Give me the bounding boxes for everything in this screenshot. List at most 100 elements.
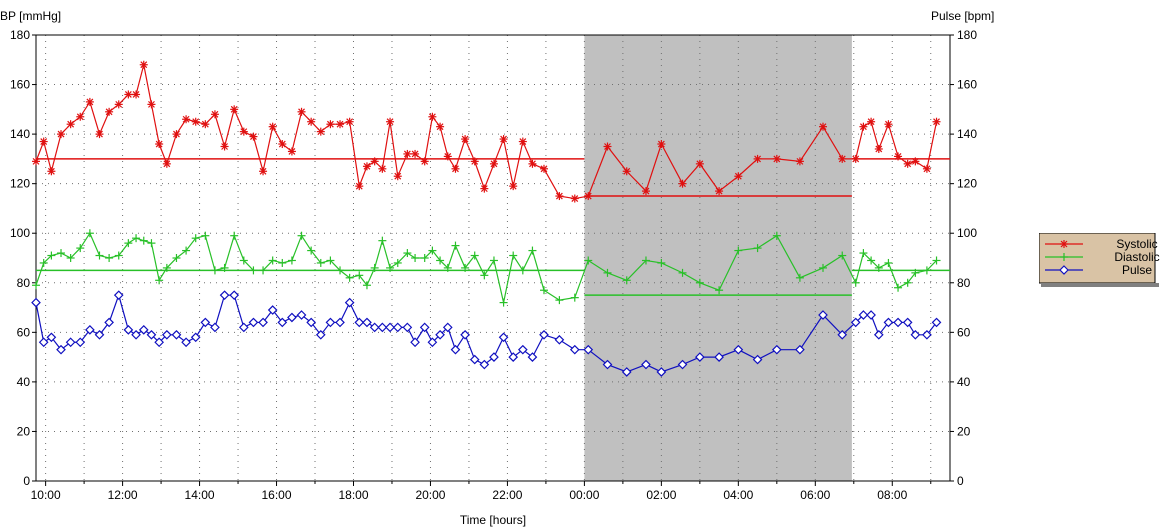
diastolic-point [603, 268, 612, 277]
diastolic-point [428, 246, 437, 255]
systolic-point [657, 140, 666, 149]
systolic-point [641, 187, 650, 196]
diastolic-point [753, 244, 762, 253]
pulse-point [146, 329, 157, 340]
diastolic-point [470, 251, 479, 260]
systolic-point [480, 184, 489, 193]
x-tick-label: 02:00 [646, 488, 676, 502]
diastolic-point [528, 246, 537, 255]
diastolic-point [230, 231, 239, 240]
systolic-point [32, 157, 40, 166]
pulse-point [931, 317, 942, 328]
x-tick-label: 12:00 [108, 488, 138, 502]
systolic-point [570, 194, 579, 203]
x-tick-label: 18:00 [338, 488, 368, 502]
pulse-point [219, 290, 230, 301]
systolic-point [903, 159, 912, 168]
y-tick-label-left: 80 [17, 276, 31, 290]
systolic-point [47, 167, 56, 176]
pulse-point [335, 317, 345, 328]
pulse-point [161, 329, 172, 340]
x-tick-label: 16:00 [262, 488, 292, 502]
pulse-point [479, 359, 490, 370]
diastolic-point [772, 231, 781, 240]
systolic-point [753, 154, 762, 163]
diastolic-point [239, 256, 248, 265]
pulse-point [123, 325, 134, 335]
y-tick-label-right: 120 [957, 177, 977, 191]
pulse-point [539, 329, 549, 340]
pulse-point [94, 329, 105, 340]
y-tick-label-right: 80 [957, 276, 971, 290]
pulse-point [362, 317, 372, 328]
diastolic-point [420, 254, 429, 262]
diastolic-point [436, 256, 445, 265]
pulse-point [287, 312, 297, 323]
diastolic-point [76, 244, 85, 253]
diastolic-point [867, 256, 876, 265]
diastolic-point [162, 263, 171, 272]
diastolic-point [259, 266, 268, 275]
systolic-point [147, 100, 156, 109]
systolic-point [316, 127, 325, 136]
diastolic-point [297, 231, 306, 240]
diastolic-point [147, 239, 156, 248]
systolic-point [715, 187, 724, 196]
systolic-point [622, 167, 631, 176]
series-systolic [32, 60, 950, 203]
pulse-point [902, 317, 913, 328]
pulse-point [56, 344, 66, 355]
diastolic-point [555, 296, 564, 305]
diastolic-point [838, 251, 847, 260]
systolic-point [420, 157, 429, 166]
systolic-point [428, 112, 437, 121]
pulse-point [325, 317, 336, 328]
diastolic-point [403, 249, 412, 258]
pulse-point [306, 317, 317, 328]
systolic-point [436, 122, 445, 131]
legend-marker [1059, 265, 1069, 275]
systolic-point [268, 122, 277, 131]
diastolic-point [249, 266, 258, 275]
systolic-point [539, 164, 548, 173]
pulse-point [46, 332, 57, 343]
y-tick-label-left: 100 [10, 226, 30, 240]
y-tick-label-left: 0 [23, 474, 30, 488]
diastolic-point [695, 278, 704, 287]
pulse-point [354, 317, 365, 328]
diastolic-point [884, 258, 893, 267]
systolic-point [362, 162, 371, 171]
pulse-point [752, 354, 763, 365]
systolic-point [66, 120, 75, 129]
x-tick-label: 06:00 [800, 488, 830, 502]
diastolic-point [307, 246, 316, 255]
systolic-point [182, 115, 191, 124]
systolic-point [124, 90, 133, 99]
pulse-point [229, 290, 240, 301]
systolic-point [85, 97, 94, 106]
pulse-point [154, 337, 164, 348]
diastolic-point [570, 293, 579, 302]
pulse-point [238, 322, 249, 333]
diastolic-point [370, 263, 379, 272]
y-tick-label-right: 160 [957, 78, 977, 92]
legend-label: Diastolic [1114, 250, 1159, 264]
left-axis-label: BP [mmHg] [0, 9, 61, 23]
legend-shadow [1041, 283, 1159, 287]
systolic-point [172, 130, 181, 139]
diastolic-point [191, 234, 200, 243]
diastolic-point [105, 254, 114, 262]
diastolic-point [851, 278, 860, 287]
diastolic-point [480, 271, 489, 280]
pulse-point [138, 325, 149, 335]
pulse-point [621, 367, 632, 377]
pulse-point [210, 322, 220, 333]
systolic-point [603, 142, 612, 151]
pulse-point [435, 329, 445, 340]
pulse-point [866, 310, 876, 320]
systolic-point [287, 147, 296, 156]
pulse-point [771, 344, 782, 355]
diastolic-point [139, 236, 148, 245]
systolic-point [259, 167, 268, 176]
diastolic-point [66, 254, 75, 262]
